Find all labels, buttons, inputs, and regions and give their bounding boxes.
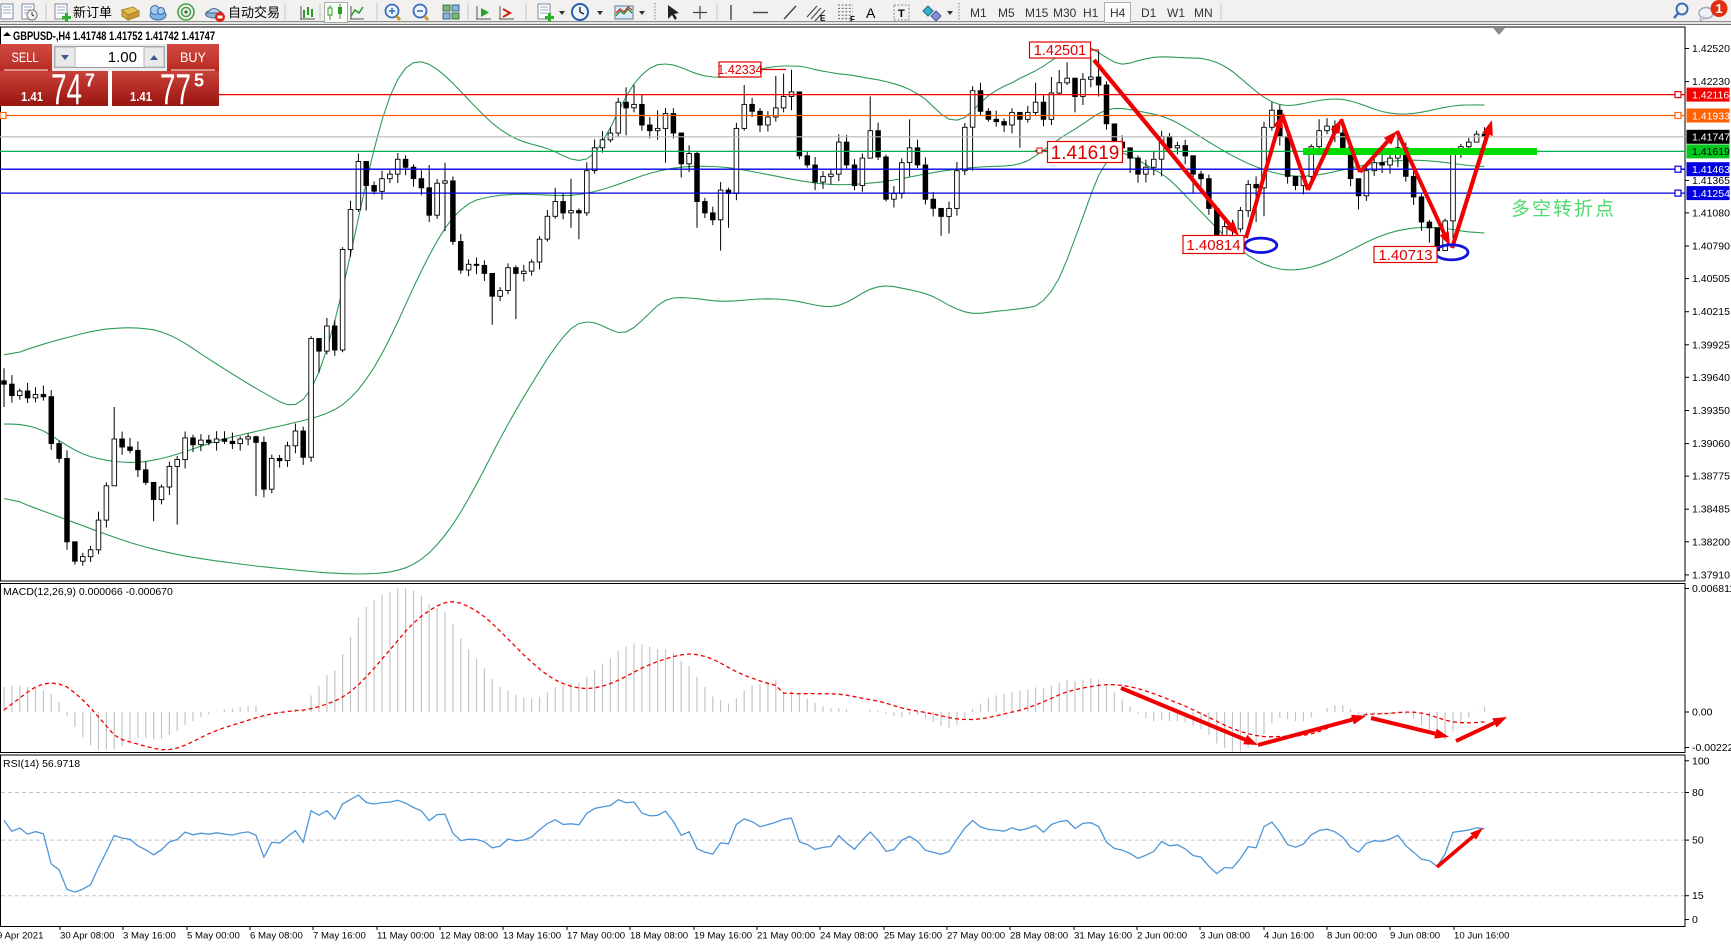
svg-text:0.00: 0.00 xyxy=(1692,707,1713,719)
svg-text:1.42501: 1.42501 xyxy=(1034,43,1086,59)
svg-text:1.41619: 1.41619 xyxy=(1692,146,1730,158)
svg-text:5 May 00:00: 5 May 00:00 xyxy=(187,931,240,942)
svg-text:9 Apr 2021: 9 Apr 2021 xyxy=(0,931,43,942)
svg-text:MACD(12,26,9) 0.000066 -0.0006: MACD(12,26,9) 0.000066 -0.000670 xyxy=(3,586,173,598)
svg-text:100: 100 xyxy=(1692,755,1710,767)
svg-text:1.40790: 1.40790 xyxy=(1692,241,1730,253)
svg-text:1.42334: 1.42334 xyxy=(717,63,762,77)
svg-text:1.40215: 1.40215 xyxy=(1692,306,1730,318)
svg-text:1.39640: 1.39640 xyxy=(1692,372,1730,384)
svg-text:0: 0 xyxy=(1692,914,1698,926)
svg-text:0.006811: 0.006811 xyxy=(1692,583,1731,595)
svg-text:M15: M15 xyxy=(1025,6,1049,20)
svg-text:77: 77 xyxy=(160,67,191,115)
svg-text:7: 7 xyxy=(85,71,95,91)
svg-text:1.41933: 1.41933 xyxy=(1692,110,1730,122)
svg-text:1.41463: 1.41463 xyxy=(1692,164,1730,176)
svg-text:MN: MN xyxy=(1194,6,1213,20)
svg-text:H4: H4 xyxy=(1110,6,1126,20)
svg-text:27 May 00:00: 27 May 00:00 xyxy=(947,931,1005,942)
svg-text:1.40713: 1.40713 xyxy=(1378,247,1432,264)
svg-text:25 May 16:00: 25 May 16:00 xyxy=(884,931,942,942)
svg-text:80: 80 xyxy=(1692,787,1704,799)
svg-text:-0.002227: -0.002227 xyxy=(1692,742,1731,754)
svg-text:E: E xyxy=(820,14,826,23)
svg-text:1.41254: 1.41254 xyxy=(1692,188,1730,200)
svg-text:F: F xyxy=(850,15,855,24)
svg-text:GBPUSD-,H4 1.41748 1.41752 1.: GBPUSD-,H4 1.41748 1.41752 1.41742 1.417… xyxy=(13,31,215,43)
svg-text:28 May 08:00: 28 May 08:00 xyxy=(1010,931,1068,942)
svg-text:2 Jun 00:00: 2 Jun 00:00 xyxy=(1137,931,1187,942)
svg-text:T: T xyxy=(898,8,905,20)
svg-text:10 Jun 16:00: 10 Jun 16:00 xyxy=(1454,931,1509,942)
svg-text:多空转折点: 多空转折点 xyxy=(1511,198,1616,220)
svg-text:11 May 00:00: 11 May 00:00 xyxy=(377,931,434,942)
svg-text:1.39925: 1.39925 xyxy=(1692,339,1730,351)
svg-text:3 Jun 08:00: 3 Jun 08:00 xyxy=(1200,931,1250,942)
svg-text:1.42116: 1.42116 xyxy=(1692,89,1729,101)
svg-text:自动交易: 自动交易 xyxy=(228,5,280,20)
svg-text:H1: H1 xyxy=(1083,6,1099,20)
svg-text:1.41080: 1.41080 xyxy=(1692,207,1730,219)
svg-text:6 May 08:00: 6 May 08:00 xyxy=(250,931,303,942)
svg-text:M1: M1 xyxy=(970,6,987,20)
svg-text:1.41365: 1.41365 xyxy=(1692,175,1730,187)
svg-text:12 May 08:00: 12 May 08:00 xyxy=(440,931,498,942)
svg-text:1.41747: 1.41747 xyxy=(1692,132,1730,144)
svg-text:74: 74 xyxy=(51,67,82,115)
svg-text:1.42520: 1.42520 xyxy=(1692,43,1730,55)
svg-text:9 Jun 08:00: 9 Jun 08:00 xyxy=(1390,931,1440,942)
svg-text:3 May 16:00: 3 May 16:00 xyxy=(123,931,176,942)
svg-text:BUY: BUY xyxy=(180,49,207,65)
svg-text:SELL: SELL xyxy=(12,49,39,65)
svg-text:1.38485: 1.38485 xyxy=(1692,504,1730,516)
svg-text:1.39060: 1.39060 xyxy=(1692,438,1730,450)
svg-text:A: A xyxy=(866,5,876,21)
svg-text:1.41: 1.41 xyxy=(130,89,152,104)
svg-text:M5: M5 xyxy=(998,6,1015,20)
svg-text:M30: M30 xyxy=(1053,6,1077,20)
svg-text:1.41: 1.41 xyxy=(21,89,43,104)
svg-text:新订单: 新订单 xyxy=(73,5,112,20)
svg-text:8 Jun 00:00: 8 Jun 00:00 xyxy=(1327,931,1377,942)
svg-text:24 May 08:00: 24 May 08:00 xyxy=(820,931,878,942)
svg-text:7 May 16:00: 7 May 16:00 xyxy=(313,931,366,942)
svg-text:1.38200: 1.38200 xyxy=(1692,536,1730,548)
svg-text:1.00: 1.00 xyxy=(108,49,137,66)
svg-text:21 May 00:00: 21 May 00:00 xyxy=(757,931,815,942)
svg-text:19 May 16:00: 19 May 16:00 xyxy=(694,931,752,942)
svg-text:17 May 00:00: 17 May 00:00 xyxy=(567,931,625,942)
svg-text:4 Jun 16:00: 4 Jun 16:00 xyxy=(1264,931,1314,942)
svg-text:13 May 16:00: 13 May 16:00 xyxy=(503,931,561,942)
svg-text:1.42230: 1.42230 xyxy=(1692,76,1730,88)
svg-text:1.38775: 1.38775 xyxy=(1692,471,1730,483)
svg-text:W1: W1 xyxy=(1167,6,1185,20)
svg-text:50: 50 xyxy=(1692,835,1704,847)
svg-text:RSI(14) 56.9718: RSI(14) 56.9718 xyxy=(3,758,80,770)
svg-text:1.41619: 1.41619 xyxy=(1051,143,1120,164)
svg-text:1.40814: 1.40814 xyxy=(1186,237,1240,254)
svg-text:5: 5 xyxy=(194,71,204,91)
svg-text:1.40505: 1.40505 xyxy=(1692,273,1730,285)
svg-text:31 May 16:00: 31 May 16:00 xyxy=(1074,931,1132,942)
svg-text:1.39350: 1.39350 xyxy=(1692,405,1730,417)
svg-text:1.37910: 1.37910 xyxy=(1692,569,1730,581)
svg-text:15: 15 xyxy=(1692,890,1704,902)
svg-text:D1: D1 xyxy=(1141,6,1157,20)
svg-text:18 May 08:00: 18 May 08:00 xyxy=(630,931,688,942)
svg-text:1: 1 xyxy=(1715,1,1722,16)
svg-text:30 Apr 08:00: 30 Apr 08:00 xyxy=(60,931,114,942)
